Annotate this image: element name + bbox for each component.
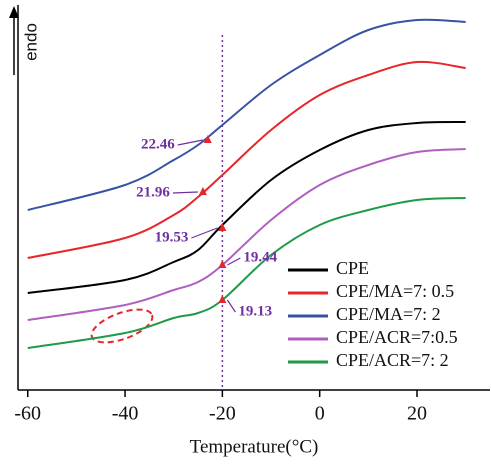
x-tick-label: -40 <box>112 403 139 425</box>
series-line <box>27 197 466 349</box>
annotation-label: 19.53 <box>155 229 189 245</box>
highlight-ellipse <box>90 308 154 344</box>
x-tick-label: 20 <box>407 403 427 425</box>
x-tick-label: 0 <box>315 403 325 425</box>
x-axis-label: Temperature(°C) <box>190 436 319 457</box>
legend-label: CPE/MA=7: 0.5 <box>336 281 454 301</box>
annotation-arrow <box>226 299 236 313</box>
series-line <box>27 148 466 321</box>
series-line <box>27 121 466 294</box>
annotation-arrow <box>172 191 198 194</box>
x-tick-label: -60 <box>14 403 41 425</box>
x-tick-label: -20 <box>209 403 236 425</box>
annotation-marker <box>203 135 212 143</box>
legend-label: CPE/ACR=7: 2 <box>336 350 449 370</box>
annotation-label: 19.13 <box>238 303 272 319</box>
annotation-arrow <box>191 227 218 239</box>
annotation-marker <box>218 295 227 303</box>
series-line <box>27 18 466 211</box>
endo-arrow-head <box>9 6 19 18</box>
y-axis-label: endo <box>21 23 40 61</box>
legend-label: CPE <box>336 258 369 278</box>
annotation-label: 21.96 <box>136 184 170 200</box>
annotation-marker <box>218 260 227 268</box>
legend-label: CPE/ACR=7:0.5 <box>336 327 458 347</box>
annotation-marker <box>218 223 227 231</box>
annotation-arrow <box>177 139 203 146</box>
annotation-label: 22.46 <box>141 136 175 152</box>
series-line <box>27 60 466 259</box>
annotation-label: 19.44 <box>243 249 277 265</box>
annotation-arrow <box>227 257 241 266</box>
legend-label: CPE/MA=7: 2 <box>336 304 441 324</box>
annotation-marker <box>198 187 207 195</box>
